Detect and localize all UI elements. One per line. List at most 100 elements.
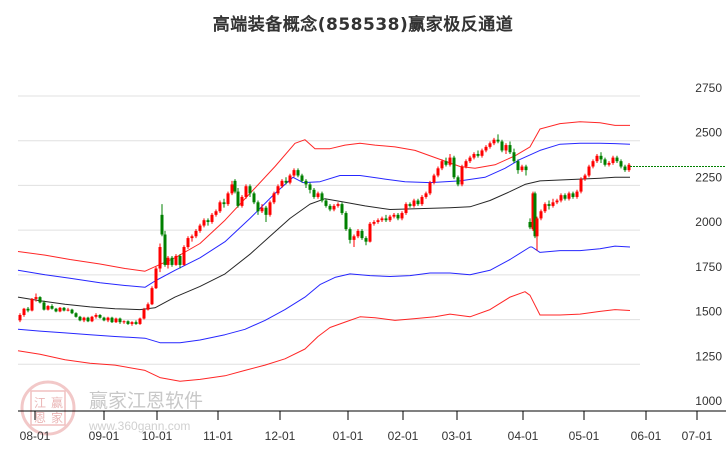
candle-up <box>154 268 158 289</box>
candle-down <box>296 170 300 176</box>
x-tick-label: 12-01 <box>265 429 296 443</box>
candle-down <box>496 139 500 142</box>
candle-up <box>591 161 595 167</box>
candle-down <box>563 195 567 199</box>
candle-down <box>340 204 344 214</box>
band-inner_upper <box>17 142 631 288</box>
candle-up <box>22 308 26 315</box>
candle-down <box>26 308 30 311</box>
band-middle <box>17 176 630 311</box>
candle-up <box>226 193 230 205</box>
candle-down <box>619 161 623 167</box>
candle-up <box>464 161 468 167</box>
candle-down <box>623 166 627 171</box>
candle-up <box>114 318 118 323</box>
y-tick-label: 2250 <box>695 170 722 184</box>
candle-up <box>372 221 376 224</box>
watermark-brand: 赢家江恩软件 <box>89 390 203 412</box>
candle-down <box>528 221 532 228</box>
x-tick-label: 03-01 <box>442 429 473 443</box>
watermark-seal-char: 家 <box>51 410 63 425</box>
candle-up <box>288 175 292 183</box>
candle-up <box>174 255 178 265</box>
x-tick-label: 09-01 <box>89 429 120 443</box>
candle-down <box>348 229 352 240</box>
candle-up <box>142 309 146 319</box>
candle-up <box>535 218 539 237</box>
candle-up <box>432 175 436 183</box>
candle-up <box>186 238 190 248</box>
candle-down <box>284 180 288 183</box>
candle-down <box>256 202 260 212</box>
candle-up <box>587 166 591 176</box>
candle-down <box>222 202 226 205</box>
candle-down <box>42 302 46 310</box>
candle-up <box>332 205 336 210</box>
chart-title: 高端装备概念(858538)赢家极反通道 <box>212 15 514 35</box>
candle-down <box>344 213 348 230</box>
candlesticks <box>18 134 631 326</box>
candle-up <box>627 164 631 171</box>
candle-up <box>190 236 194 239</box>
candle-down <box>70 309 74 314</box>
candle-down <box>304 180 308 185</box>
candle-up <box>611 157 615 163</box>
candle-up <box>276 186 280 194</box>
channel-bands <box>17 121 631 382</box>
candle-up <box>472 154 476 158</box>
watermark-seal-char: 恩 <box>34 411 46 425</box>
candle-down <box>360 230 364 239</box>
candle-down <box>324 200 328 206</box>
candle-up <box>292 170 296 176</box>
x-tick-label: 04-01 <box>508 429 539 443</box>
candle-up <box>480 150 484 156</box>
candle-down <box>308 184 312 190</box>
candle-up <box>492 139 496 144</box>
candle-up <box>555 200 559 203</box>
candle-up <box>210 214 214 222</box>
candle-down <box>160 214 164 235</box>
candle-up <box>166 257 170 265</box>
y-axis: 1000 1250 1500 1750 2000 2250 2500 2750 <box>695 81 722 408</box>
candle-down <box>512 152 516 162</box>
candle-up <box>230 184 234 194</box>
candle-up <box>268 202 272 215</box>
candle-down <box>252 193 256 203</box>
candle-up <box>194 230 198 237</box>
band-outer_lower <box>17 291 631 382</box>
candle-up <box>46 306 50 310</box>
candle-down <box>533 193 537 237</box>
candle-down <box>62 307 66 311</box>
candle-down <box>110 317 114 323</box>
candle-down <box>516 161 520 171</box>
candle-up <box>531 193 535 230</box>
candle-up <box>198 225 202 231</box>
watermark: 江 赢 恩 家 赢家江恩软件 www.360gann.com <box>20 380 203 436</box>
x-tick-label: 02-01 <box>388 429 419 443</box>
candle-up <box>82 317 86 321</box>
candle-up <box>400 213 404 219</box>
candle-up <box>34 297 38 299</box>
candle-down <box>38 297 42 303</box>
candle-down <box>416 200 420 205</box>
candle-down <box>524 166 528 171</box>
candle-up <box>244 186 248 197</box>
candle-down <box>408 204 412 206</box>
candle-up <box>218 202 222 212</box>
band-outer_upper <box>17 121 630 272</box>
candle-down <box>163 234 167 265</box>
candle-up <box>146 304 150 310</box>
candle-down <box>134 322 138 324</box>
candle-up <box>58 307 62 312</box>
x-tick-label: 11-01 <box>203 429 233 443</box>
x-tick-label: 06-01 <box>631 429 662 443</box>
candle-down <box>118 318 122 323</box>
candle-down <box>248 186 252 194</box>
watermark-seal-char: 江 <box>34 396 46 410</box>
x-tick-label: 05-01 <box>569 429 600 443</box>
candle-down <box>328 205 332 210</box>
candle-up <box>460 166 464 185</box>
candle-down <box>74 313 78 317</box>
candle-up <box>504 145 508 151</box>
candle-up <box>138 318 142 324</box>
